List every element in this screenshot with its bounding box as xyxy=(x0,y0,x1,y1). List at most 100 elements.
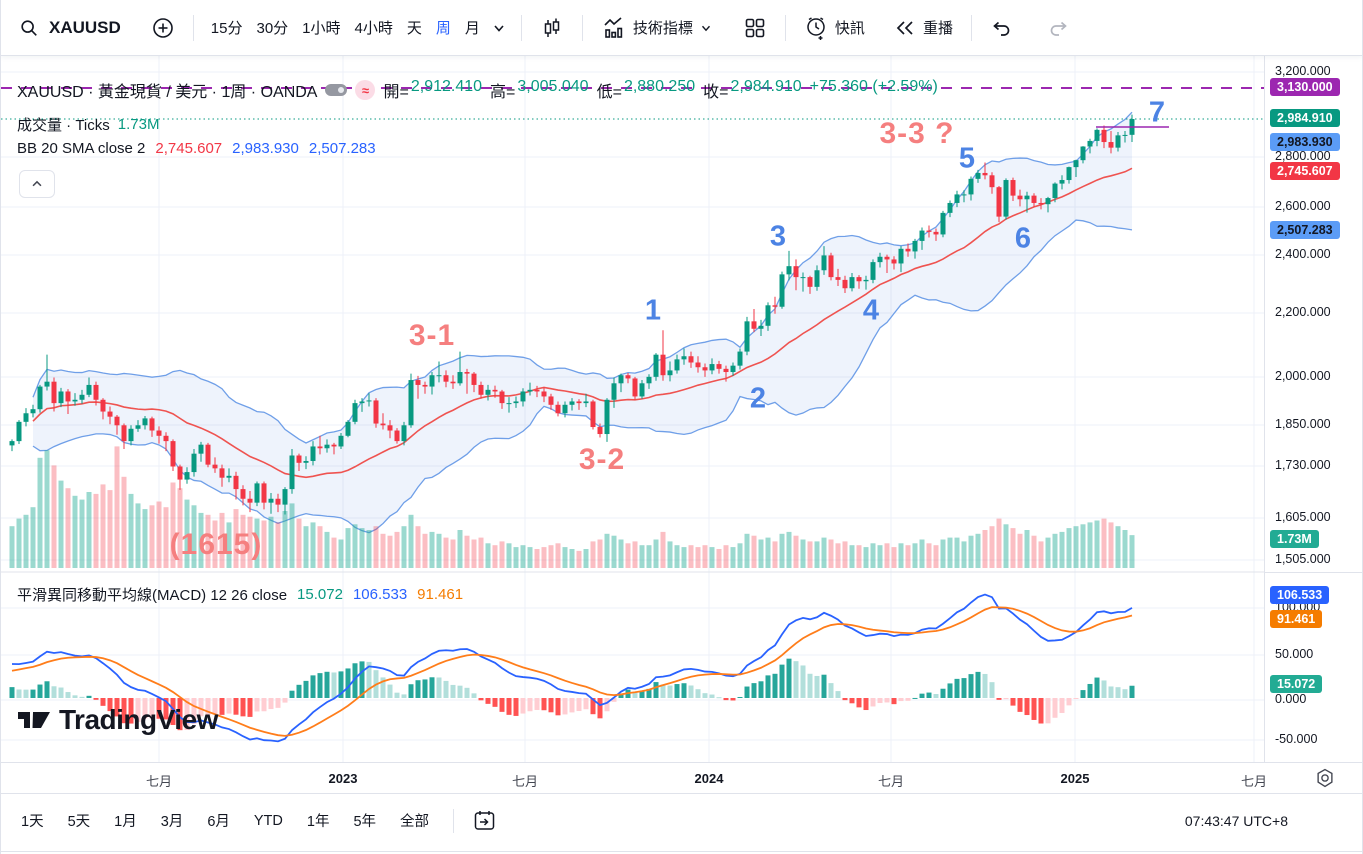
timeframe-button[interactable]: 15分 xyxy=(210,20,243,37)
timeframe-button[interactable]: 周 xyxy=(435,20,451,37)
main-series-legend[interactable]: XAUUSD · 黃金現貨 / 美元 · 1周 · OANDA ≈ 開= 2,91… xyxy=(17,78,938,102)
range-button[interactable]: 5天 xyxy=(67,814,91,830)
macd-histogram-bar xyxy=(275,698,281,708)
candle-body xyxy=(408,380,414,426)
candle-body xyxy=(870,262,876,280)
timeframe-button[interactable]: 1小時 xyxy=(302,20,341,37)
candle-body xyxy=(1010,180,1016,196)
bottom-toolbar: 1天 5天 1月 3月 6月 YTD 1年 5年 全部 07:43:47 UTC+8 xyxy=(1,794,1362,852)
timeframe-button[interactable]: 30分 xyxy=(256,20,289,37)
wave-count-label[interactable]: 1 xyxy=(644,294,662,327)
volume-legend[interactable]: 成交量 · Ticks 1.73M xyxy=(17,114,159,135)
drawing-pill-icon[interactable] xyxy=(325,84,348,96)
volume-bar xyxy=(373,526,379,568)
macd-histogram-bar xyxy=(324,671,330,698)
compare-add-symbol-button[interactable] xyxy=(143,10,183,46)
toolbar-separator xyxy=(520,14,522,41)
macd-histogram-bar xyxy=(317,673,323,698)
macd-histogram-bar xyxy=(597,698,603,719)
volume-bar xyxy=(1003,524,1009,568)
timeframe-button[interactable]: 4小時 xyxy=(354,20,393,37)
volume-bar xyxy=(1059,531,1065,568)
ohlc-label: 開= xyxy=(383,84,409,101)
macd-histogram-bar xyxy=(1024,698,1030,716)
candle-body xyxy=(219,468,225,478)
alert-button[interactable]: 快訊 xyxy=(796,9,873,46)
macd-histogram-bar xyxy=(1129,685,1135,698)
macd-value: 15.072 xyxy=(297,586,343,603)
range-button[interactable]: 全部 xyxy=(400,814,430,830)
timeframe-button[interactable]: 天 xyxy=(406,20,422,37)
candle-body xyxy=(940,212,946,235)
range-button[interactable]: 5年 xyxy=(353,814,377,830)
macd-legend[interactable]: 平滑異同移動平均線(MACD) 12 26 close 15.072 106.53… xyxy=(17,584,463,605)
candle-body xyxy=(492,389,498,392)
wave-note-label[interactable]: (1615) xyxy=(169,528,263,561)
candle-body xyxy=(233,475,239,490)
range-button[interactable]: YTD xyxy=(253,812,283,829)
layout-grid-button[interactable] xyxy=(735,10,775,46)
bollinger-legend[interactable]: BB 20 SMA close 2 2,745.607 2,983.930 2,50… xyxy=(17,140,376,157)
volume-bar xyxy=(940,539,946,568)
candle-body xyxy=(1017,195,1023,200)
redo-button[interactable] xyxy=(1038,10,1078,46)
approx-badge-icon[interactable]: ≈ xyxy=(355,80,376,100)
range-button[interactable]: 1天 xyxy=(21,814,44,830)
timeframe-button[interactable]: 月 xyxy=(464,20,480,37)
collapse-legend-button[interactable] xyxy=(19,170,55,198)
wave-note-label[interactable]: 3-1 xyxy=(408,319,456,352)
time-tick: 七月 xyxy=(1240,774,1268,789)
candle-body xyxy=(93,384,99,400)
macd-histogram-bar xyxy=(261,698,267,712)
macd-histogram-bar xyxy=(842,698,848,701)
candle-body xyxy=(877,256,883,263)
candle-body xyxy=(1115,135,1121,148)
range-button[interactable]: 3月 xyxy=(160,814,184,830)
macd-histogram-bar xyxy=(989,682,995,698)
volume-bar xyxy=(1101,518,1107,568)
macd-histogram-bar xyxy=(905,698,911,701)
wave-note-label[interactable]: 3-3 ? xyxy=(879,117,955,150)
macd-histogram-bar xyxy=(212,698,218,715)
replay-rewind-icon xyxy=(893,16,917,40)
candle-body xyxy=(730,365,736,373)
time-axis[interactable]: 七月 2023 七月 2024 七月 2025 七月 xyxy=(1,762,1362,794)
gear-icon[interactable] xyxy=(1314,767,1336,793)
candle-body xyxy=(464,372,470,374)
wave-count-label[interactable]: 2 xyxy=(749,382,767,415)
volume-bar xyxy=(1080,524,1086,568)
wave-count-label[interactable]: 6 xyxy=(1014,222,1032,255)
volume-bar xyxy=(9,526,15,568)
candle-body xyxy=(1052,183,1058,199)
volume-bar xyxy=(667,541,673,568)
wave-count-label[interactable]: 4 xyxy=(862,294,880,327)
volume-bar xyxy=(37,457,43,568)
volume-bar xyxy=(1031,535,1037,568)
timeframe-more-button[interactable] xyxy=(487,14,511,42)
undo-button[interactable] xyxy=(982,10,1022,46)
series-title: XAUUSD · 黃金現貨 / 美元 · 1周 · OANDA xyxy=(17,84,318,101)
wave-count-label[interactable]: 3 xyxy=(769,220,787,253)
volume-bar xyxy=(800,539,806,568)
wave-count-label[interactable]: 7 xyxy=(1148,96,1166,129)
volume-bar xyxy=(443,537,449,568)
range-button[interactable]: 1年 xyxy=(306,814,330,830)
candle-body xyxy=(156,430,162,436)
volume-bar xyxy=(464,535,470,568)
range-button[interactable]: 6月 xyxy=(207,814,230,830)
symbol-search-button[interactable]: XAUUSD xyxy=(11,12,129,44)
wave-note-label[interactable]: 3-2 xyxy=(578,443,626,476)
undo-icon xyxy=(990,16,1014,40)
clock[interactable]: 07:43:47 UTC+8 xyxy=(1184,812,1288,829)
volume-bar xyxy=(1017,533,1023,568)
wave-count-label[interactable]: 5 xyxy=(958,142,976,175)
macd-histogram-bar xyxy=(485,698,491,704)
range-button[interactable]: 1月 xyxy=(114,814,137,830)
ohlc-label: 低= xyxy=(596,84,622,101)
go-to-date-button[interactable] xyxy=(472,808,497,833)
chart-style-button[interactable] xyxy=(532,10,572,46)
indicators-button[interactable]: 技術指標 xyxy=(593,9,721,47)
replay-button[interactable]: 重播 xyxy=(885,10,961,46)
price-axis[interactable]: 3,200.000 2,800.000 2,600.000 2,400.000 2,20… xyxy=(1264,56,1362,762)
chart-canvas[interactable] xyxy=(1,56,1264,762)
